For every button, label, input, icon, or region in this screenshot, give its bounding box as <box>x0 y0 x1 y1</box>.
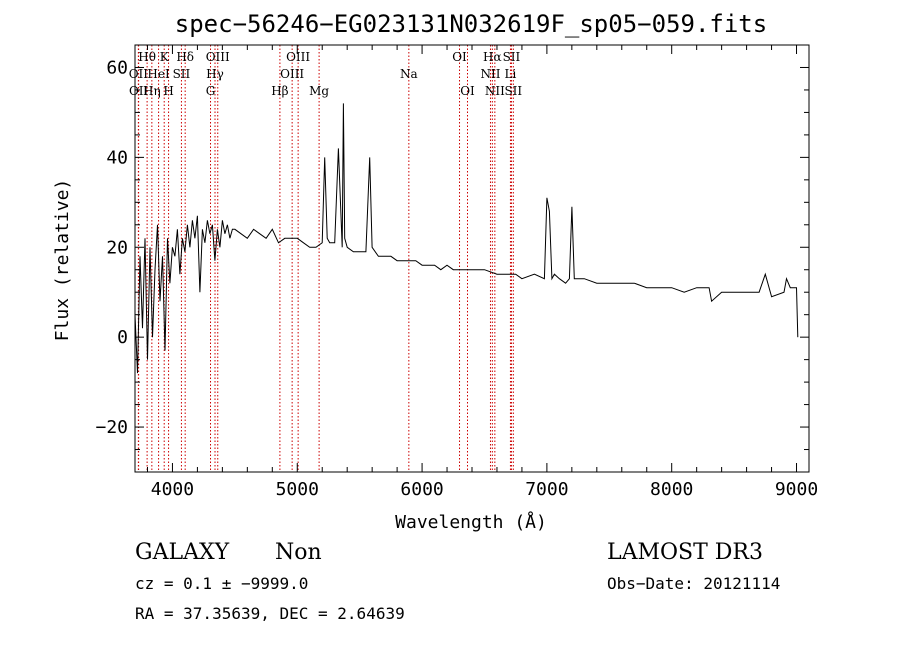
spectral-line-label: Hδ <box>176 50 194 64</box>
spectral-line-label: OI <box>452 50 467 64</box>
spectral-line-label: Hγ <box>206 67 224 81</box>
spectral-line-label: HeI <box>147 67 170 81</box>
spectral-line-label: SII <box>503 50 521 64</box>
object-subclass: Non <box>275 540 322 565</box>
x-axis-label: Wavelength (Å) <box>395 511 547 533</box>
spectral-line-label: K <box>160 50 170 64</box>
x-tick-label: 4000 <box>151 479 194 500</box>
y-tick-label: 0 <box>117 327 128 348</box>
spectral-line-label: Hη <box>143 84 161 98</box>
x-axis-ticks: 4000 5000 6000 7000 8000 9000 <box>146 45 818 500</box>
plot-frame <box>134 44 810 473</box>
y-tick-label: −20 <box>95 417 128 438</box>
x-tick-label: 8000 <box>650 479 693 500</box>
x-tick-label: 9000 <box>775 479 818 500</box>
y-axis-ticks: −20 0 20 40 60 <box>95 57 809 451</box>
spectral-line-markers <box>137 45 514 472</box>
spectrum-line <box>134 103 799 374</box>
spectral-line-label: Li <box>505 67 517 81</box>
coordinates-info: RA = 37.35639, DEC = 2.64639 <box>135 604 405 623</box>
spectrum-series <box>134 103 799 374</box>
spectral-line-label: Hβ <box>271 84 288 98</box>
spectral-line-label: Hα <box>483 50 502 64</box>
chart-title: spec−56246−EG023131N032619F_sp05−059.fit… <box>175 10 767 38</box>
spectral-line-label: NII <box>485 84 505 98</box>
observation-date: Obs−Date: 20121114 <box>607 574 780 593</box>
spectral-line-label: OIII <box>286 50 310 64</box>
x-tick-label: 6000 <box>400 479 443 500</box>
y-tick-label: 20 <box>106 237 128 258</box>
survey-name: LAMOST DR3 <box>607 540 763 565</box>
spectral-line-label: G <box>206 84 216 98</box>
spectral-line-label: Na <box>400 67 418 81</box>
spectral-line-label: Mg <box>309 84 329 98</box>
spectral-line-label: OII <box>129 67 149 81</box>
spectral-line-label: OI <box>460 84 475 98</box>
spectral-line-label: Hθ <box>138 50 156 64</box>
y-axis-label: Flux (relative) <box>52 179 73 342</box>
spectral-line-label: SII <box>173 67 191 81</box>
spectral-line-label: SII <box>504 84 522 98</box>
spectral-line-label: NII <box>480 67 500 81</box>
y-tick-label: 40 <box>106 147 128 168</box>
y-tick-label: 60 <box>106 57 128 78</box>
spectral-line-label: OIII <box>280 67 304 81</box>
spectral-line-label: OII <box>129 84 149 98</box>
x-tick-label: 5000 <box>276 479 319 500</box>
object-class: GALAXY <box>135 540 230 565</box>
spectral-line-label: H <box>163 84 173 98</box>
x-tick-label: 7000 <box>525 479 568 500</box>
redshift-info: cz = 0.1 ± −9999.0 <box>135 574 308 593</box>
spectral-line-label: OIII <box>206 50 230 64</box>
